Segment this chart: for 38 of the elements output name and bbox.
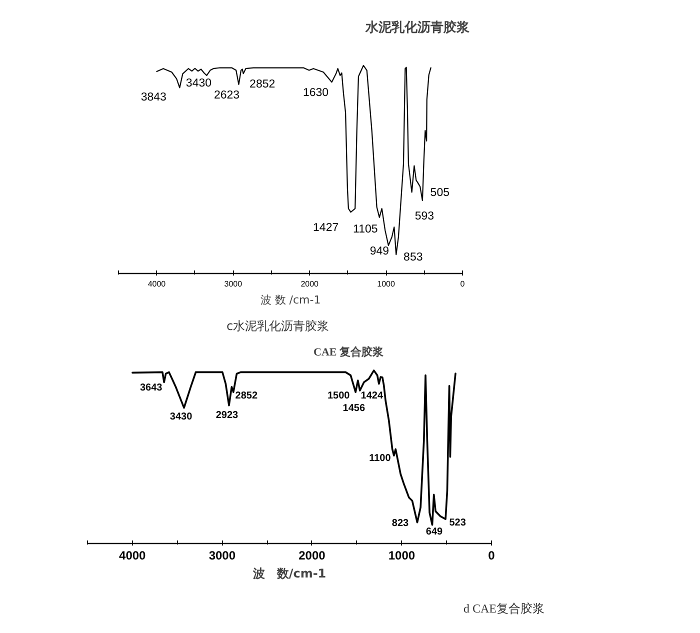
annotation: 1100 [369, 453, 392, 464]
x-tick-label: 0 [460, 280, 466, 288]
x-tick-label: 0 [488, 548, 496, 562]
x-tick-label: 1000 [388, 548, 416, 562]
annotation: 523 [449, 518, 466, 529]
annotation: 853 [404, 252, 423, 264]
annotation: 2923 [216, 410, 239, 421]
text: c水泥乳化沥青胶浆 [226, 319, 330, 333]
annotation: 3430 [170, 411, 193, 422]
annotation: 949 [370, 245, 390, 258]
x-tick-label: 3000 [208, 548, 236, 562]
x-axis-title: 波 数 /cm-1 [260, 294, 321, 306]
annotation: 1630 [302, 87, 329, 100]
annotation: 823 [392, 518, 410, 529]
annotation: 2852 [235, 390, 258, 402]
annotation: 1105 [353, 223, 378, 236]
annotation: 2852 [250, 78, 276, 91]
annotation: 593 [414, 210, 434, 222]
annotation: 2623 [214, 89, 240, 102]
chart-title: CAE 复合胶浆 [314, 346, 384, 358]
x-axis-title: 波 数/cm-1 [252, 566, 326, 580]
annotation: 1456 [342, 403, 366, 414]
annotation: 505 [430, 186, 450, 199]
annotation: 3430 [186, 77, 212, 90]
annotation: 3643 [140, 382, 163, 394]
x-tick-label: 3000 [224, 280, 243, 288]
x-tick-label: 2000 [300, 280, 320, 288]
annotation: 3843 [140, 92, 166, 104]
x-tick-label: 1000 [377, 280, 396, 288]
text: d CAE复合胶浆 [464, 602, 544, 616]
x-tick-label: 4000 [148, 280, 166, 288]
annotation: 649 [426, 526, 444, 538]
annotation: 1500 [327, 390, 350, 402]
annotation: 1424 [360, 390, 384, 402]
annotation: 1427 [313, 222, 339, 234]
x-tick-label: 2000 [298, 548, 326, 562]
x-tick-label: 4000 [119, 548, 146, 562]
chart-title: 水泥乳化沥青胶浆 [364, 20, 470, 36]
